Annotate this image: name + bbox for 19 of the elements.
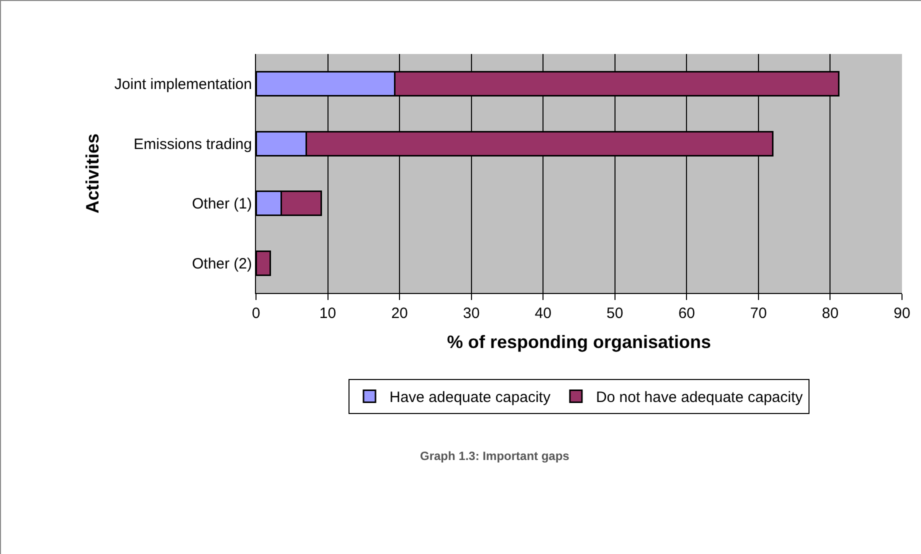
y-tick-label: Other (1) — [192, 196, 252, 213]
y-tick-label: Emissions trading — [134, 136, 252, 153]
legend-label: Do not have adequate capacity — [596, 389, 804, 406]
x-tick-label: 20 — [391, 305, 408, 322]
y-axis-title: Activities — [82, 133, 103, 214]
y-tick-label: Joint implementation — [114, 76, 252, 94]
x-tick-label: 50 — [606, 305, 624, 322]
x-tick-label: 30 — [462, 305, 480, 322]
x-tick-label: 90 — [894, 305, 910, 322]
x-tick-label: 80 — [822, 305, 839, 322]
x-tick-label: 60 — [678, 305, 696, 322]
x-tick-label: 40 — [534, 305, 552, 322]
x-tick-label: 0 — [252, 305, 260, 322]
caption: Graph 1.3: Important gaps — [420, 449, 570, 463]
x-axis-title: % of responding organisations — [446, 332, 712, 352]
legend-label: Have adequate capacity — [390, 389, 551, 406]
y-tick-label: Other (2) — [192, 255, 252, 272]
x-tick-label: 10 — [319, 305, 336, 322]
x-tick-label: 70 — [750, 305, 767, 322]
